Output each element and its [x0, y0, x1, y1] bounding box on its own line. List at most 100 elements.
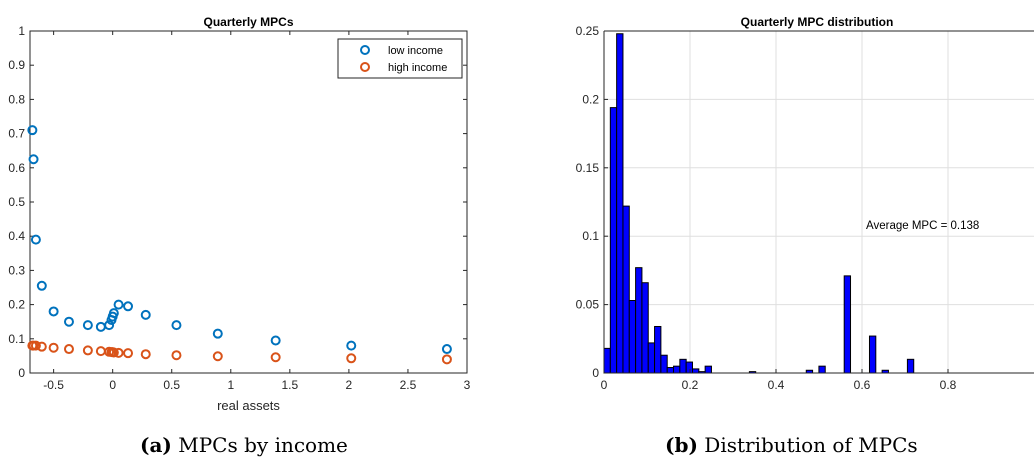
- scatter-point-high: [113, 347, 124, 358]
- scatter-point-high: [270, 352, 281, 363]
- histogram-bar: [868, 335, 877, 374]
- y-tick-label: 0.8: [8, 92, 25, 106]
- x-tick-label: 0: [601, 378, 608, 392]
- x-tick-label: 2.5: [400, 378, 417, 392]
- histogram-bar: [628, 299, 637, 374]
- plot-area-a: [29, 30, 468, 374]
- scatter-point-high: [82, 345, 93, 356]
- histogram-bar: [906, 358, 915, 374]
- scatter-point-low: [270, 335, 281, 346]
- scatter-point-low: [48, 306, 59, 317]
- scatter-point-low: [27, 125, 38, 136]
- scatter-point-high: [346, 353, 357, 364]
- y-tick-label: 0.4: [8, 229, 25, 243]
- x-tick-label: 0: [109, 378, 116, 392]
- histogram-bar: [609, 107, 618, 374]
- y-tick-label: 0.6: [8, 161, 25, 175]
- x-tick-label: 0.5: [163, 378, 180, 392]
- histogram-bar: [679, 358, 687, 374]
- scatter-point-low: [171, 320, 182, 331]
- histogram-bar: [635, 267, 643, 374]
- scatter-point-low: [113, 299, 124, 310]
- mpc-scatter-chart: 0 0.1 0.2 0.3 0.4 0.5 0.6 0.7 0.8 0.9 1 -0.5 0 0.5 1 1.…: [8, 15, 470, 413]
- histogram-bar: [691, 368, 700, 374]
- chart-a-xlabel: real assets: [217, 398, 280, 413]
- y-tick-label: 0: [18, 366, 25, 380]
- y-tick-label: 0: [592, 366, 599, 380]
- scatter-point-high: [171, 350, 182, 361]
- legend-label: high income: [388, 62, 447, 74]
- x-tick-label: 3: [464, 378, 471, 392]
- x-tick-label: 0.6: [854, 378, 871, 392]
- y-tick-label: 0.5: [8, 195, 25, 209]
- caption-b-text: Distribution of MPCs: [704, 433, 918, 457]
- histogram-bar: [603, 347, 611, 374]
- histogram-bar: [641, 282, 649, 374]
- scatter-point-high: [140, 349, 151, 360]
- y-tick-label: 0.2: [8, 298, 25, 312]
- x-tick-label: -0.5: [43, 378, 64, 392]
- histogram-bar: [673, 365, 681, 374]
- scatter-point-high: [63, 344, 74, 355]
- scatter-point-low: [140, 309, 151, 320]
- scatter-point-low: [212, 328, 223, 339]
- scatter-point-high: [48, 342, 59, 353]
- scatter-point-low: [441, 344, 452, 355]
- x-tick-label: 1.5: [281, 378, 298, 392]
- scatter-point-low: [82, 320, 93, 331]
- scatter-point-low: [30, 234, 41, 245]
- y-tick-label: 0.25: [576, 24, 600, 38]
- y-tick-label: 0.9: [8, 58, 25, 72]
- histogram-bar: [622, 205, 630, 374]
- scatter-point-high: [212, 351, 223, 362]
- histogram-bar: [685, 361, 693, 374]
- y-tick-label: 0.15: [576, 161, 600, 175]
- y-tick-label: 0.05: [576, 298, 600, 312]
- x-tick-label: 0.4: [768, 378, 785, 392]
- y-tick-label: 0.2: [582, 92, 599, 106]
- chart-b-title: Quarterly MPC distribution: [741, 15, 894, 29]
- legend-box: [337, 38, 463, 79]
- y-tick-label: 1: [18, 24, 25, 38]
- scatter-point-low: [36, 280, 47, 291]
- x-tick-label: 0.8: [940, 378, 957, 392]
- legend-marker: [360, 45, 370, 55]
- scatter-point-low: [104, 320, 115, 331]
- y-tick-label: 0.7: [8, 127, 25, 141]
- y-tick-label: 0.3: [8, 263, 25, 277]
- scatter-point-high: [123, 348, 134, 359]
- scatter-point-high: [30, 340, 41, 351]
- y-tick-label: 0.1: [582, 229, 599, 243]
- y-tick-label: 0.1: [8, 332, 25, 346]
- scatter-point-low: [123, 301, 134, 312]
- x-tick-label: 1: [227, 378, 234, 392]
- histogram-bar: [666, 367, 675, 374]
- legend-marker: [360, 62, 370, 72]
- caption-a-label: (a): [140, 433, 172, 457]
- scatter-point-high: [36, 341, 47, 352]
- caption-b-label: (b): [665, 433, 698, 457]
- histogram-bar: [660, 354, 668, 374]
- average-mpc-annotation: Average MPC = 0.138: [866, 220, 979, 232]
- x-tick-label: 0.2: [682, 378, 699, 392]
- legend-label: low income: [388, 45, 443, 57]
- scatter-point-low: [28, 154, 39, 165]
- histogram-bar: [704, 365, 712, 374]
- chart-a-title: Quarterly MPCs: [203, 15, 293, 29]
- caption-a-text: MPCs by income: [178, 433, 348, 457]
- scatter-point-high: [108, 347, 119, 358]
- caption-a: (a) MPCs by income: [140, 433, 348, 457]
- scatter-point-low: [108, 308, 119, 319]
- histogram-bar: [843, 275, 852, 374]
- histogram-bar: [647, 342, 656, 374]
- mpc-histogram-chart: 0 0.05 0.1 0.15 0.2 0.25 0 0.2 0.4 0.6 0.8 Quarterl…: [576, 15, 1034, 392]
- histogram-bar: [654, 325, 662, 374]
- scatter-point-low: [63, 316, 74, 327]
- plot-area-b: [604, 31, 1034, 373]
- scatter-point-low: [346, 340, 357, 351]
- caption-b: (b) Distribution of MPCs: [665, 433, 918, 457]
- histogram-bar: [616, 33, 624, 374]
- histogram-bar: [818, 365, 826, 374]
- scatter-point-high: [441, 354, 452, 365]
